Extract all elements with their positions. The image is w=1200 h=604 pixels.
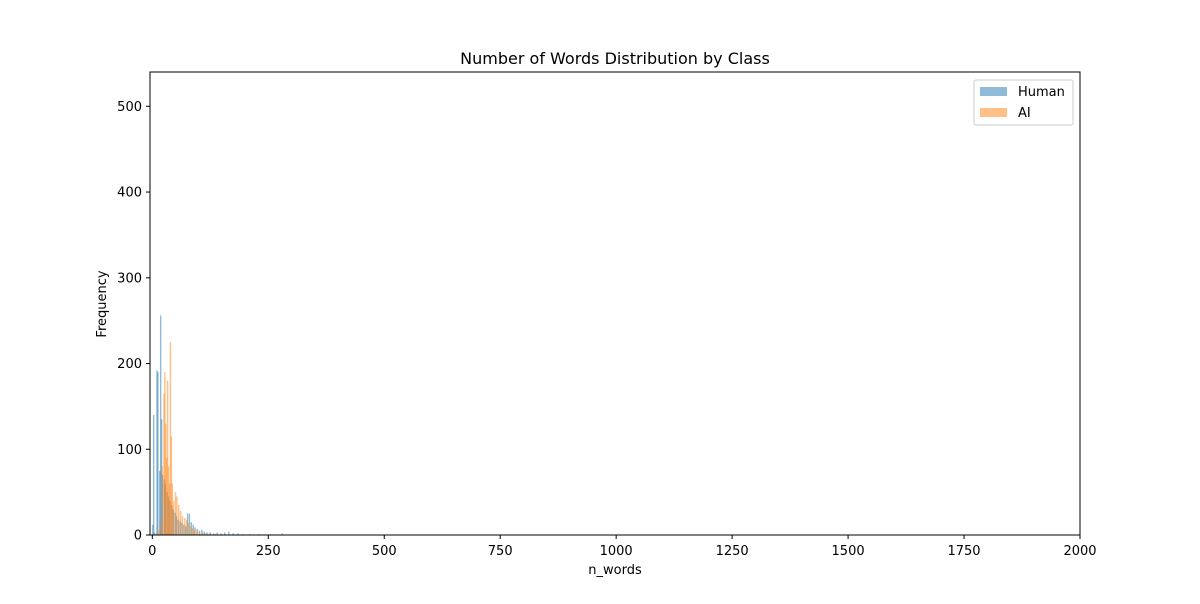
bar-human-35 <box>216 532 218 535</box>
x-tick-label: 500 <box>372 544 397 559</box>
bar-ai-18 <box>179 510 182 535</box>
bar-ai-0 <box>155 533 158 535</box>
bar-ai-13 <box>171 483 173 535</box>
bar-ai-20 <box>184 517 186 535</box>
bar-human-21 <box>183 524 185 535</box>
bar-human-36 <box>220 533 222 535</box>
bar-ai-3 <box>161 466 163 535</box>
bar-human-37 <box>223 532 226 535</box>
bar-ai-5 <box>164 372 166 535</box>
bar-ai-9 <box>167 466 170 535</box>
bars-layer <box>152 315 283 535</box>
bar-human-40 <box>237 533 239 535</box>
bar-human-45 <box>281 533 283 535</box>
x-axis-label: n_words <box>588 563 642 578</box>
bar-human-22 <box>185 526 187 535</box>
y-tick-label: 200 <box>117 357 142 372</box>
bar-ai-8 <box>166 380 169 535</box>
bar-human-24 <box>188 513 191 535</box>
bar-ai-21 <box>185 519 188 535</box>
y-axis-label: Frequency <box>95 270 110 337</box>
legend: Human AI <box>973 79 1074 126</box>
bar-ai-6 <box>165 423 167 535</box>
bar-human-38 <box>228 531 230 535</box>
bar-ai-24 <box>191 528 194 535</box>
y-axis: 0 100 200 300 400 500 <box>117 100 150 544</box>
x-tick-label: 1250 <box>716 544 749 559</box>
x-tick-label: 2000 <box>1063 544 1096 559</box>
bar-ai-26 <box>196 530 198 535</box>
bar-human-4 <box>157 372 159 535</box>
bar-human-6 <box>159 315 162 535</box>
bar-ai-30 <box>208 533 211 535</box>
bar-human-39 <box>232 533 234 535</box>
x-tick-label: 1500 <box>832 544 865 559</box>
bar-ai-1 <box>157 530 160 535</box>
bar-ai-23 <box>190 526 192 535</box>
bar-ai-16 <box>176 496 178 535</box>
bar-human-34 <box>212 533 215 535</box>
x-axis: 0 250 500 750 1000 1250 1500 1750 2000 <box>148 535 1097 559</box>
bar-ai-17 <box>178 504 180 535</box>
bar-human-2 <box>153 532 156 535</box>
bar-human-32 <box>206 532 208 535</box>
bar-human-0 <box>152 524 154 535</box>
bar-human-31 <box>203 531 205 535</box>
x-tick-label: 750 <box>488 544 513 559</box>
bar-human-3 <box>156 370 158 535</box>
bar-ai-10 <box>168 483 171 535</box>
x-tick-label: 250 <box>256 544 281 559</box>
bar-ai-12 <box>170 436 173 535</box>
bar-human-5 <box>159 470 161 535</box>
bar-human-1 <box>153 414 155 535</box>
bar-ai-11 <box>169 342 172 535</box>
y-tick-label: 100 <box>117 443 142 458</box>
bar-human-23 <box>186 513 189 535</box>
bar-ai-22 <box>187 523 190 535</box>
bar-ai-15 <box>174 492 177 535</box>
bar-ai-7 <box>166 457 168 535</box>
legend-label-ai: AI <box>1018 106 1031 121</box>
bar-ai-29 <box>204 533 207 535</box>
legend-swatch-ai <box>980 108 1007 117</box>
bar-ai-19 <box>181 516 184 535</box>
legend-label-human: Human <box>1018 85 1065 100</box>
bar-ai-14 <box>172 500 175 535</box>
bar-ai-27 <box>198 531 200 535</box>
x-tick-label: 1000 <box>600 544 633 559</box>
bar-ai-2 <box>159 522 161 535</box>
y-tick-label: 300 <box>117 271 142 286</box>
legend-swatch-human <box>980 87 1007 96</box>
bar-ai-25 <box>193 529 196 535</box>
plot-frame <box>149 71 1081 536</box>
y-tick-label: 500 <box>117 100 142 115</box>
y-tick-label: 0 <box>134 529 142 544</box>
bar-ai-28 <box>201 532 204 535</box>
x-tick-label: 0 <box>148 544 156 559</box>
bar-human-33 <box>209 532 211 535</box>
x-tick-label: 1750 <box>947 544 980 559</box>
bar-ai-4 <box>163 393 165 535</box>
y-tick-label: 400 <box>117 186 142 201</box>
chart-title: Number of Words Distribution by Class <box>460 49 770 68</box>
